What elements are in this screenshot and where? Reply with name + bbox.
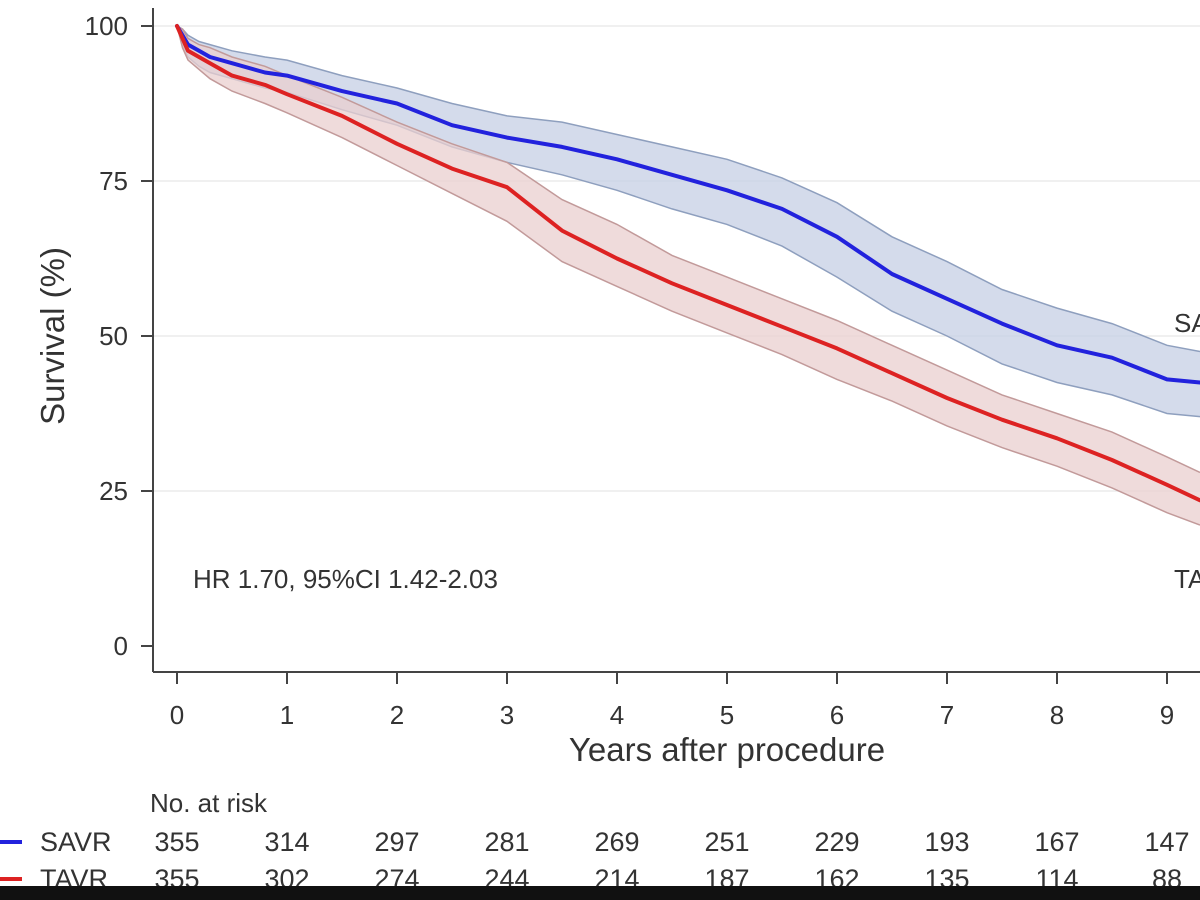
y-tick-label-0: 0 (114, 631, 128, 661)
savr-confidence-band (177, 26, 1200, 417)
savr-risk-value-7: 193 (924, 827, 969, 857)
savr-end-label: SAVR (1174, 308, 1200, 338)
savr-risk-value-8: 167 (1034, 827, 1079, 857)
series-end-labels: SAVR TAVR (1174, 308, 1200, 594)
x-tick-label-3: 3 (500, 700, 514, 730)
y-tick-label-25: 25 (99, 476, 128, 506)
savr-risk-value-4: 269 (594, 827, 639, 857)
x-tick-label-6: 6 (830, 700, 844, 730)
risk-table: No. at risk SAVR 355 314 297 281 269 251 229 193… (0, 788, 1190, 894)
x-axis-title: Years after procedure (569, 731, 885, 768)
x-tick-label-5: 5 (720, 700, 734, 730)
savr-band-upper-edge (176, 25, 1200, 353)
survival-lines (175, 24, 1200, 503)
tavr-band-lower-edge (176, 25, 1200, 526)
y-tick-label-100: 100 (85, 11, 128, 41)
x-tick-label-9: 9 (1160, 700, 1174, 730)
risk-table-title: No. at risk (150, 788, 268, 818)
confidence-bands (176, 25, 1200, 526)
x-axis-ticks: 0 1 2 3 4 5 6 7 8 9 (170, 672, 1174, 730)
savr-risk-row-label: SAVR (40, 827, 112, 857)
savr-risk-value-0: 355 (154, 827, 199, 857)
tavr-survival-line (175, 24, 1200, 503)
savr-survival-line (175, 24, 1200, 385)
tavr-end-label: TAVR (1174, 564, 1200, 594)
hazard-ratio-annotation: HR 1.70, 95%CI 1.42-2.03 (193, 564, 498, 594)
tavr-confidence-band (177, 26, 1200, 526)
y-tick-label-50: 50 (99, 321, 128, 351)
savr-risk-value-3: 281 (484, 827, 529, 857)
y-tick-label-75: 75 (99, 166, 128, 196)
y-axis-ticks: 0 25 50 75 100 (85, 11, 153, 661)
x-tick-label-4: 4 (610, 700, 624, 730)
bottom-bar (0, 886, 1200, 900)
axes (152, 8, 1200, 673)
savr-risk-value-1: 314 (264, 827, 309, 857)
savr-risk-value-2: 297 (374, 827, 419, 857)
savr-risk-value-5: 251 (704, 827, 749, 857)
savr-risk-value-6: 229 (814, 827, 859, 857)
x-tick-label-1: 1 (280, 700, 294, 730)
x-tick-label-7: 7 (940, 700, 954, 730)
tavr-band-upper-edge (176, 25, 1200, 474)
x-tick-label-0: 0 (170, 700, 184, 730)
x-tick-label-2: 2 (390, 700, 404, 730)
x-tick-label-8: 8 (1050, 700, 1064, 730)
savr-risk-value-9: 147 (1144, 827, 1189, 857)
y-axis-title: Survival (%) (34, 247, 71, 425)
